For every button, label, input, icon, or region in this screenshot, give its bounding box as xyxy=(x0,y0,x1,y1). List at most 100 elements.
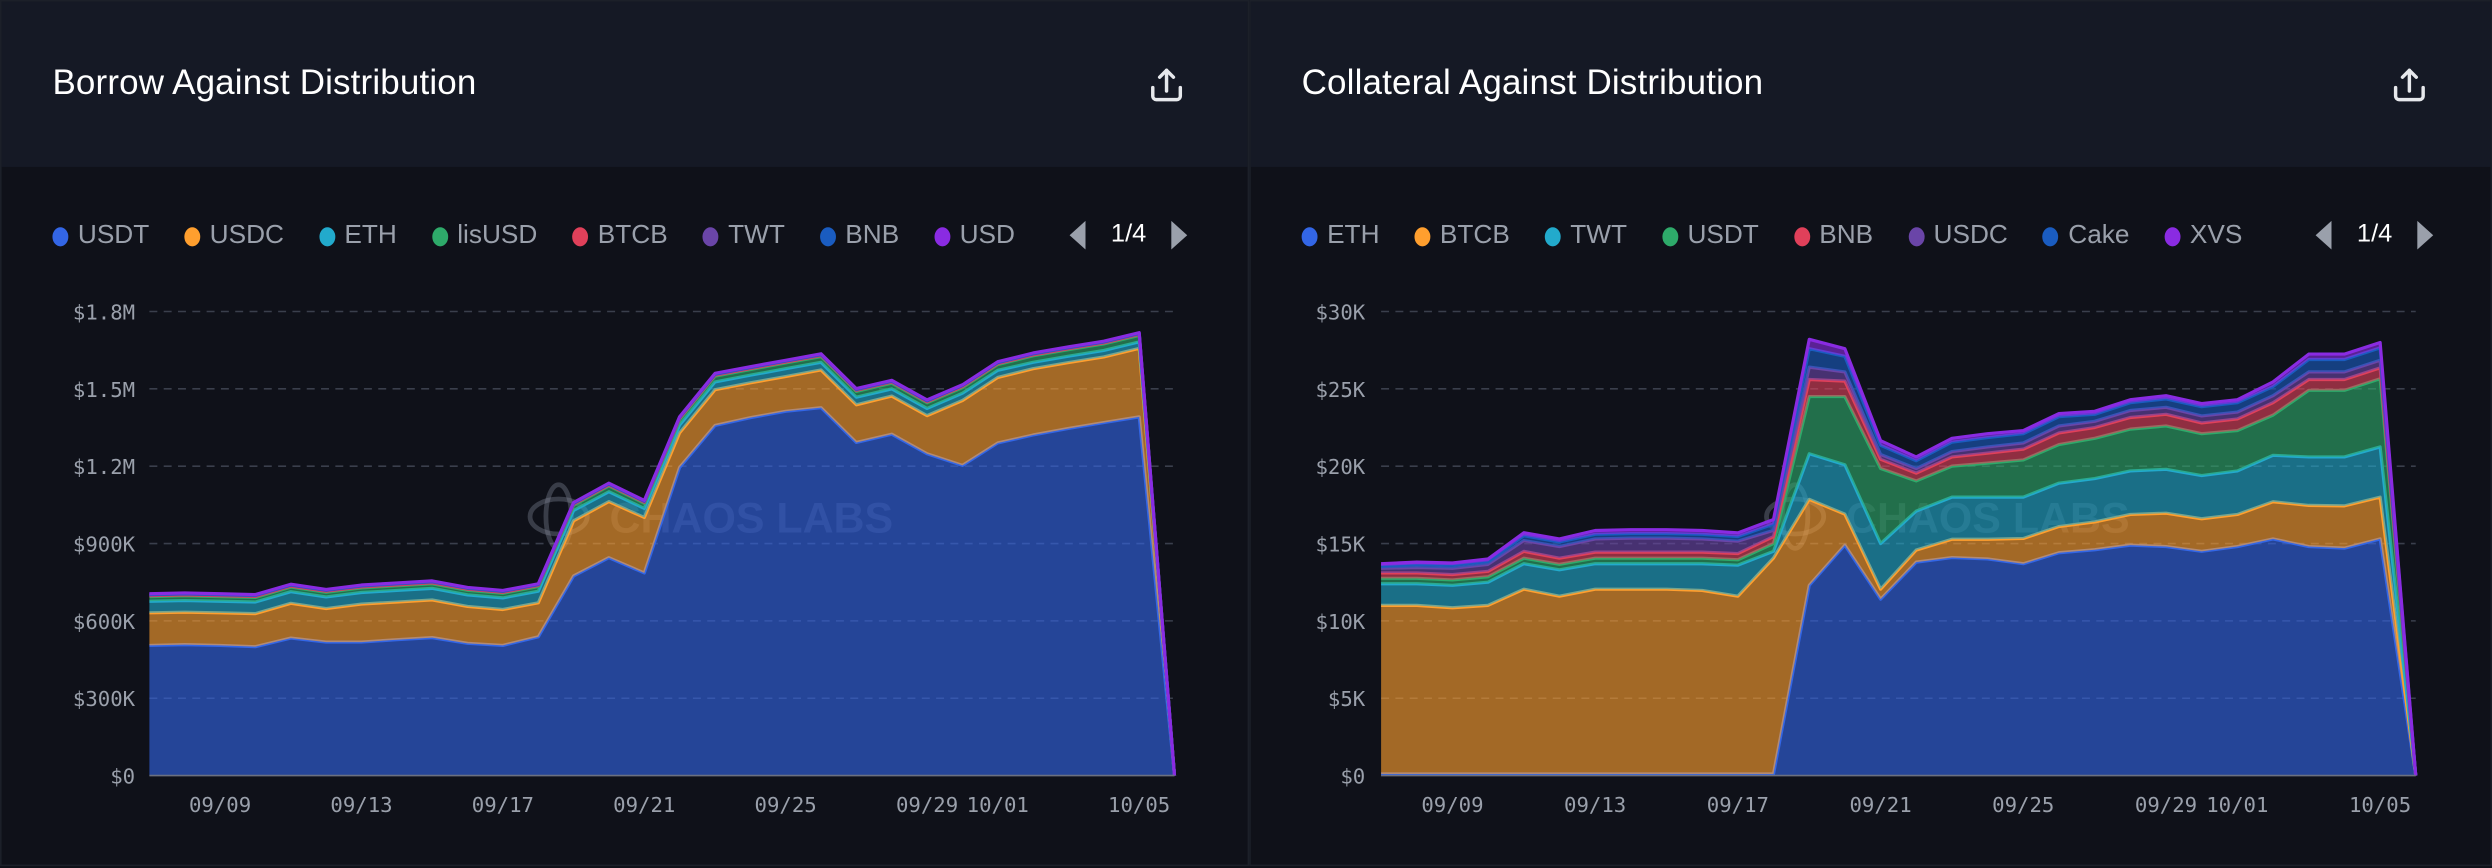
area-usdt[interactable] xyxy=(149,407,1175,776)
y-tick-label: $900K xyxy=(73,532,136,556)
legend-item-bnb[interactable]: BNB xyxy=(819,220,900,251)
y-tick-label: $300K xyxy=(73,687,136,711)
legend-dot-icon xyxy=(2042,226,2059,246)
legend-label: BNB xyxy=(1819,220,1874,250)
x-tick-label: 10/05 xyxy=(2349,793,2411,817)
y-tick-label: $1.5M xyxy=(73,378,135,402)
legend-label: USDC xyxy=(1933,220,2008,250)
x-tick-label: 09/13 xyxy=(330,793,392,817)
x-tick-label: 09/29 xyxy=(896,793,958,817)
area-btcb[interactable] xyxy=(1381,497,2416,776)
legend-item-btcb[interactable]: BTCB xyxy=(572,220,668,251)
panel-title: Borrow Against Distribution xyxy=(52,61,477,102)
x-tick-label: 10/05 xyxy=(1108,793,1170,817)
panel-header: Borrow Against Distribution xyxy=(1,1,1248,167)
area-usdt[interactable] xyxy=(1381,378,2416,776)
y-tick-label: $25K xyxy=(1315,378,1365,402)
legend-dot-icon xyxy=(52,226,69,246)
x-tick-label: 09/25 xyxy=(1992,793,2054,817)
legend-label: TWT xyxy=(728,220,785,250)
legend-item-lisusd[interactable]: lisUSD xyxy=(431,220,538,251)
stacked-area-chart: $0$300K$600K$900K$1.2M$1.5M$1.8MCHAOS LA… xyxy=(73,300,1177,817)
borrow-distribution-panel: Borrow Against Distribution USDT USDC ETH l… xyxy=(0,0,1250,867)
legend-dot-icon xyxy=(934,226,951,246)
legend-item-bnb[interactable]: BNB xyxy=(1793,220,1874,251)
legend-item-twt[interactable]: TWT xyxy=(1544,220,1628,251)
legend-dot-icon xyxy=(1908,226,1925,246)
share-upload-icon xyxy=(2393,68,2425,102)
export-button[interactable] xyxy=(2389,65,2430,106)
x-tick-label: 09/29 xyxy=(2135,793,2197,817)
legend-page-indicator: 1/4 xyxy=(2356,220,2393,248)
legend-label: Cake xyxy=(2068,220,2130,250)
legend-dot-icon xyxy=(819,226,836,246)
legend-dot-icon xyxy=(184,226,201,246)
legend-dot-icon xyxy=(318,226,335,246)
legend-dot-icon xyxy=(1793,226,1810,246)
legend-dot-icon xyxy=(1544,226,1561,246)
legend-item-usdt[interactable]: USDT xyxy=(1662,221,1759,251)
legend-item-eth[interactable]: ETH xyxy=(318,220,397,251)
legend-dot-icon xyxy=(1414,226,1431,246)
legend-pager: 1/4 xyxy=(2315,220,2434,250)
y-tick-label: $0 xyxy=(1340,765,1365,789)
x-tick-label: 09/09 xyxy=(189,793,251,817)
legend-item-usdc[interactable]: USDC xyxy=(184,221,284,251)
legend-label: ETH xyxy=(344,220,397,250)
legend-label: USDT xyxy=(1687,220,1759,250)
legend-label: lisUSD xyxy=(457,220,538,250)
stacked-area-chart: $0$5K$10K$15K$20K$25K$30KCHAOS LABS09/09… xyxy=(1315,300,2418,817)
export-button[interactable] xyxy=(1146,65,1187,106)
legend-dot-icon xyxy=(572,226,589,246)
line-usd xyxy=(149,331,1177,776)
legend-prev-button[interactable] xyxy=(1069,220,1086,250)
line-xvs xyxy=(1381,337,2418,776)
legend-label: BTCB xyxy=(1439,220,1510,250)
legend-item-eth[interactable]: ETH xyxy=(1301,221,1380,251)
x-tick-label: 09/21 xyxy=(1849,793,1911,817)
legend-item-twt[interactable]: TWT xyxy=(702,220,785,251)
legend-dot-icon xyxy=(2164,226,2181,246)
legend-label: USDT xyxy=(77,220,150,250)
legend-label: TWT xyxy=(1570,220,1628,250)
legend-label: BTCB xyxy=(597,220,668,250)
legend-item-xvs[interactable]: XVS xyxy=(2164,221,2242,251)
x-tick-label: 09/17 xyxy=(1707,793,1769,817)
x-tick-label: 09/13 xyxy=(1564,793,1626,817)
legend-item-usdt[interactable]: USDT xyxy=(52,221,149,251)
panel-title: Collateral Against Distribution xyxy=(1301,61,1764,102)
legend-item-cake[interactable]: Cake xyxy=(2042,220,2130,251)
chart-legend: USDT USDC ETH lisUSD BTCB TWT BNB USD xyxy=(52,221,1050,251)
y-tick-label: $30K xyxy=(1315,300,1365,324)
legend-page-indicator: 1/4 xyxy=(1110,220,1147,248)
y-tick-label: $1.8M xyxy=(73,300,135,324)
legend-label: XVS xyxy=(2189,220,2243,250)
y-tick-label: $10K xyxy=(1315,610,1365,634)
legend-dot-icon xyxy=(1662,226,1678,246)
collateral-distribution-panel: Collateral Against Distribution ETH BTCB T… xyxy=(1249,0,2492,867)
legend-pager: 1/4 xyxy=(1069,220,1188,250)
legend-item-usd[interactable]: USD xyxy=(934,221,1015,251)
area-twt[interactable] xyxy=(1381,446,2416,776)
legend-label: BNB xyxy=(845,220,900,250)
x-tick-label: 09/17 xyxy=(472,793,534,817)
legend-dot-icon xyxy=(431,226,448,246)
area-usdc[interactable] xyxy=(149,348,1175,776)
area-eth[interactable] xyxy=(1381,538,2416,776)
y-tick-label: $20K xyxy=(1315,455,1365,479)
chart-legend: ETH BTCB TWT USDT BNB USDC Cake XVS xyxy=(1301,220,2278,251)
legend-next-button[interactable] xyxy=(2417,220,2434,250)
legend-dot-icon xyxy=(1301,226,1318,246)
y-tick-label: $5K xyxy=(1328,687,1366,711)
legend-next-button[interactable] xyxy=(1171,220,1188,250)
legend-prev-button[interactable] xyxy=(2315,220,2332,250)
x-tick-label: 09/25 xyxy=(755,793,817,817)
y-tick-label: $1.2M xyxy=(73,455,135,479)
legend-item-btcb[interactable]: BTCB xyxy=(1414,220,1510,251)
x-tick-label: 09/09 xyxy=(1421,793,1483,817)
legend-item-usdc[interactable]: USDC xyxy=(1908,221,2008,251)
y-tick-label: $15K xyxy=(1315,532,1365,556)
x-tick-label: 09/21 xyxy=(613,793,675,817)
y-tick-label: $0 xyxy=(110,765,135,789)
